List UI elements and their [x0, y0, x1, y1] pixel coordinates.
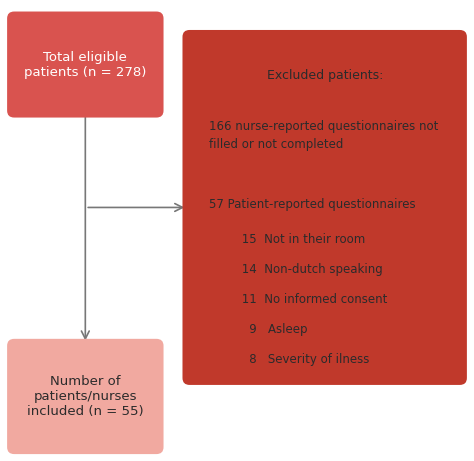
- Text: 166 nurse-reported questionnaires not
filled or not completed: 166 nurse-reported questionnaires not fi…: [209, 120, 438, 151]
- Text: 15  Not in their room: 15 Not in their room: [223, 233, 365, 246]
- Text: Total eligible
patients (n = 278): Total eligible patients (n = 278): [24, 51, 146, 78]
- Text: 9   Asleep: 9 Asleep: [223, 323, 307, 336]
- FancyBboxPatch shape: [7, 339, 164, 454]
- FancyBboxPatch shape: [7, 12, 164, 118]
- FancyBboxPatch shape: [182, 30, 467, 385]
- Text: 57 Patient-reported questionnaires: 57 Patient-reported questionnaires: [209, 198, 415, 211]
- Text: 11  No informed consent: 11 No informed consent: [223, 293, 387, 306]
- Text: 8   Severity of ilness: 8 Severity of ilness: [223, 353, 369, 366]
- Text: Number of
patients/nurses
included (n = 55): Number of patients/nurses included (n = …: [27, 375, 144, 418]
- Text: 14  Non-dutch speaking: 14 Non-dutch speaking: [223, 263, 383, 276]
- Text: Excluded patients:: Excluded patients:: [266, 69, 383, 82]
